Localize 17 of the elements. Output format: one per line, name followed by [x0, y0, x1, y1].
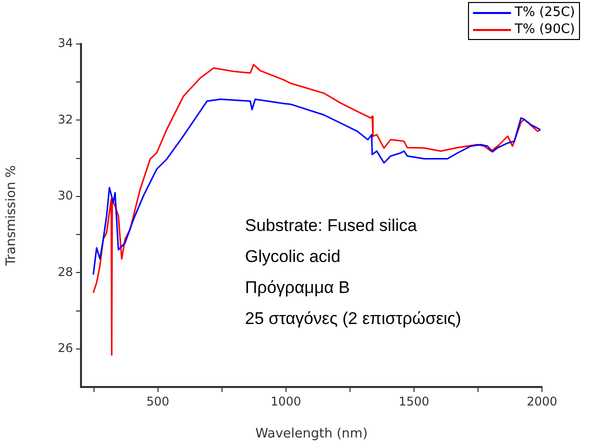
y-tick-label: 32 — [58, 112, 73, 126]
legend-label: T% (25C) — [514, 5, 575, 20]
annotation: Glycolic acid — [245, 247, 340, 266]
annotation: Πρόγραμμα Β — [245, 278, 350, 297]
y-tick-label: 28 — [58, 264, 73, 279]
x-tick-label: 500 — [146, 394, 170, 408]
annotation: 25 σταγόνες (2 επιστρώσεις) — [245, 309, 462, 328]
x-tick-label: 1000 — [270, 394, 302, 408]
x-tick-label: 1500 — [398, 394, 430, 408]
x-axis-title: Wavelength (nm) — [255, 426, 368, 442]
y-tick-label: 26 — [58, 341, 73, 356]
y-axis-title: Transmission % — [4, 165, 20, 267]
y-tick-label: 30 — [58, 188, 73, 203]
x-tick-label: 2000 — [526, 394, 558, 408]
annotation: Substrate: Fused silica — [245, 216, 418, 235]
legend-label: T% (90C) — [514, 22, 575, 37]
y-tick-label: 34 — [58, 36, 73, 50]
